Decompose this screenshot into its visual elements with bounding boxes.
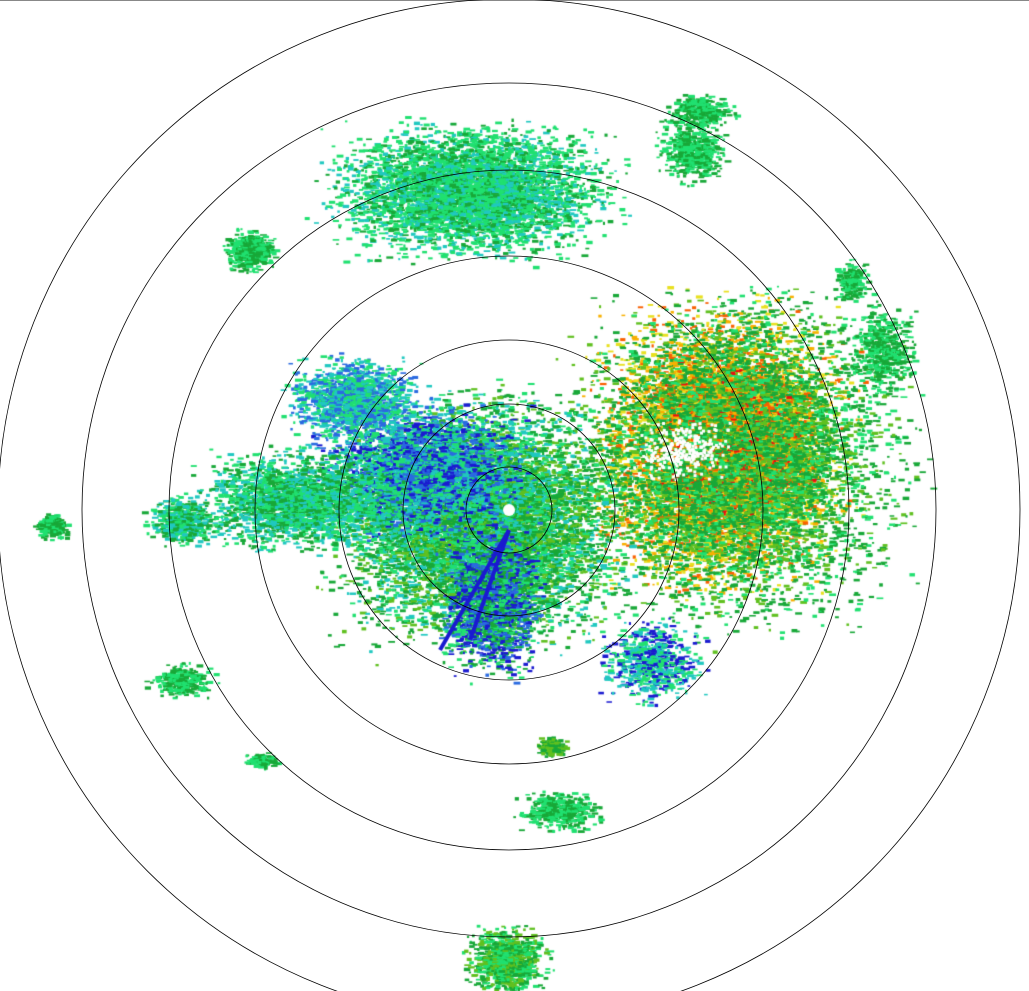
range-ring-1 <box>465 466 553 554</box>
range-ring-6 <box>81 82 937 938</box>
range-ring-5 <box>168 169 850 851</box>
range-ring-2 <box>402 403 616 617</box>
range-ring-4 <box>254 255 764 765</box>
range-ring-3 <box>338 339 680 681</box>
